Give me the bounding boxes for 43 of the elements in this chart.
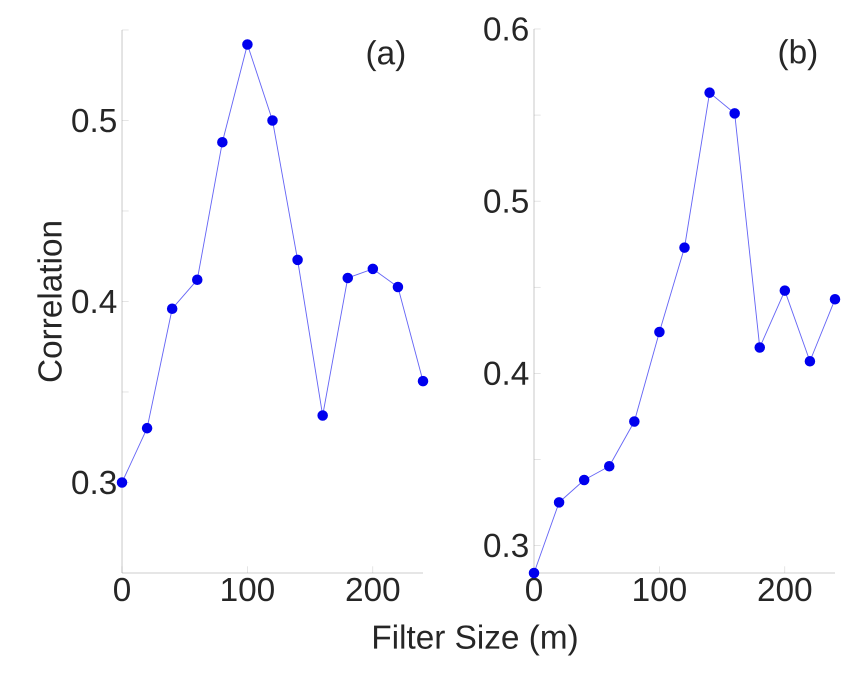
point — [242, 39, 253, 50]
x-axis-title: Filter Size (m) — [374, 624, 577, 656]
y-tick-label: 0.6 — [484, 17, 528, 41]
annotation: (b) — [780, 39, 816, 70]
x-tick-label: 200 — [346, 578, 400, 602]
point — [116, 477, 128, 488]
point — [166, 303, 178, 314]
point — [192, 274, 203, 286]
point — [754, 342, 766, 353]
y-tick-label: 0.5 — [72, 108, 116, 132]
point — [679, 242, 690, 253]
x-tick-label: 0 — [526, 578, 542, 602]
x-tick-label: 100 — [222, 578, 274, 602]
point — [528, 568, 540, 578]
y-tick-label: 0.4 — [72, 290, 116, 314]
point — [654, 326, 665, 338]
point — [142, 422, 152, 434]
point — [217, 136, 228, 148]
point — [392, 282, 404, 292]
annotation: (a) — [368, 40, 404, 72]
point — [704, 87, 715, 98]
point — [368, 264, 378, 274]
point — [804, 356, 816, 367]
point — [629, 416, 640, 427]
point — [578, 474, 590, 486]
y-axis-title: Correlation — [37, 222, 62, 382]
point — [604, 460, 615, 472]
x-tick-label: 0 — [114, 578, 130, 602]
point — [830, 294, 840, 305]
point — [729, 108, 740, 119]
x-tick-label: 100 — [634, 578, 686, 602]
y-tick-label: 0.3 — [484, 534, 528, 558]
point — [292, 254, 303, 266]
y-tick-label: 0.3 — [72, 470, 116, 494]
point — [554, 497, 564, 508]
y-tick-label: 0.5 — [484, 189, 528, 213]
x-tick-label: 200 — [758, 578, 812, 602]
point — [267, 115, 278, 126]
point — [418, 376, 428, 386]
y-tick-label: 0.4 — [484, 361, 528, 386]
point — [317, 410, 328, 421]
point — [780, 285, 790, 296]
point — [342, 272, 354, 284]
